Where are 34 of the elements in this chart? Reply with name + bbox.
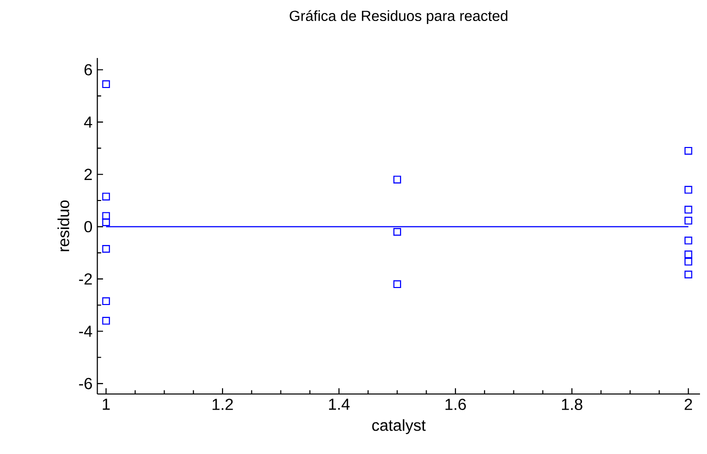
point [102, 212, 110, 220]
y-tick-label: -2 [79, 273, 92, 285]
point [684, 186, 692, 194]
y-tick-label: -6 [79, 378, 92, 390]
point [393, 280, 402, 288]
point [102, 192, 110, 200]
point [684, 206, 692, 214]
point [684, 258, 692, 266]
point [684, 270, 692, 278]
x-tick-label: 1.8 [562, 398, 582, 410]
point [102, 80, 110, 88]
chart-title: Gráfica de Residuos para reacted [290, 10, 508, 24]
point [102, 297, 110, 306]
x-tick-label: 1.6 [446, 398, 466, 410]
point [684, 236, 692, 244]
y-tick-label: 6 [84, 64, 92, 76]
point [684, 250, 692, 258]
point [102, 316, 110, 325]
y-tick-label: 0 [84, 220, 92, 232]
y-tick-label: -4 [79, 326, 92, 337]
point [684, 216, 692, 225]
point [684, 146, 692, 155]
point [393, 176, 402, 184]
y-tick-label: 4 [84, 116, 92, 128]
x-tick-label: 2 [684, 398, 692, 410]
point [393, 228, 402, 236]
point [102, 245, 110, 253]
y-axis-title: residuo [58, 200, 70, 252]
x-axis-title: catalyst [372, 419, 426, 434]
y-tick-label: 2 [84, 168, 92, 180]
x-tick-label: 1.2 [212, 398, 233, 410]
x-tick-label: 1.4 [329, 398, 350, 410]
point [102, 218, 110, 226]
x-tick-label: 1 [102, 398, 110, 410]
